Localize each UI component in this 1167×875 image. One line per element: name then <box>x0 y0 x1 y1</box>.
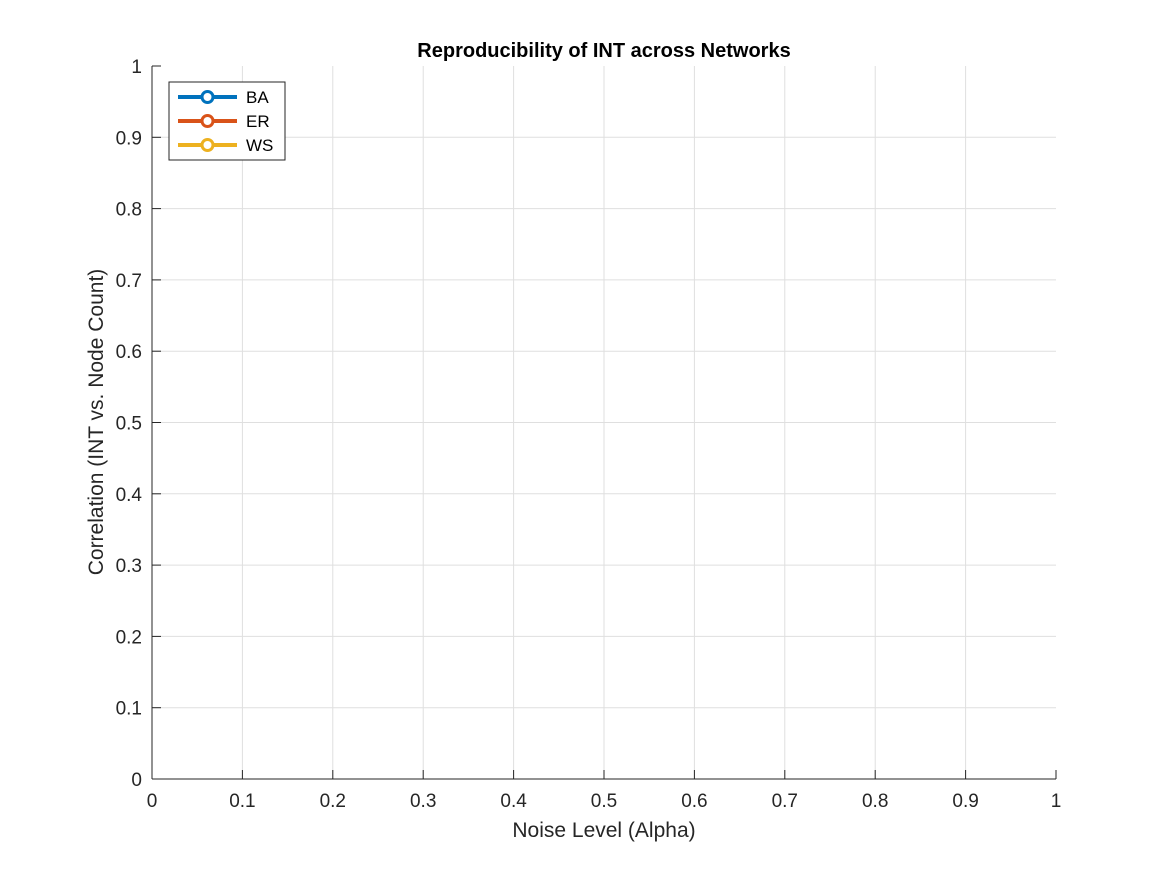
y-tick-label: 0.2 <box>116 627 142 648</box>
x-tick-label: 0.6 <box>681 791 707 812</box>
y-tick-label: 0.6 <box>116 342 142 363</box>
x-tick-label: 0.8 <box>862 791 888 812</box>
x-tick-label: 0.7 <box>772 791 798 812</box>
legend-label-ws: WS <box>246 136 273 155</box>
y-tick-label: 0 <box>131 770 142 791</box>
grid <box>152 66 1056 779</box>
legend-label-ba: BA <box>246 88 269 107</box>
x-tick-label: 0.9 <box>952 791 978 812</box>
chart-title: Reproducibility of INT across Networks <box>417 40 790 62</box>
x-axis-title: Noise Level (Alpha) <box>512 819 695 842</box>
y-tick-label: 0.1 <box>116 699 142 720</box>
x-tick-label: 0.4 <box>500 791 527 812</box>
y-tick-label: 0.8 <box>116 200 142 221</box>
y-axis-title: Correlation (INT vs. Node Count) <box>85 269 108 576</box>
x-tick-label: 1 <box>1051 791 1062 812</box>
y-tick-label: 0.5 <box>116 414 142 435</box>
y-tick-label: 0.7 <box>116 271 142 292</box>
legend-marker-er <box>200 114 215 128</box>
x-tick-label: 0.2 <box>320 791 346 812</box>
x-tick-label: 0 <box>147 791 158 812</box>
y-tick-label: 0.4 <box>116 485 143 506</box>
legend: BA ER WS <box>168 81 286 161</box>
legend-marker-ba <box>200 90 215 104</box>
y-tick-label: 0.3 <box>116 556 142 577</box>
x-tick-label: 0.3 <box>410 791 436 812</box>
legend-marker-ws <box>200 138 215 152</box>
ticks: 0 0.1 0.2 0.3 0.4 0.5 0.6 0.7 0.8 0.9 1 0 0.1 0.2 0.3 0… <box>116 57 1062 812</box>
y-tick-label: 0.9 <box>116 128 142 149</box>
x-tick-label: 0.5 <box>591 791 617 812</box>
legend-label-er: ER <box>246 112 270 131</box>
x-tick-label: 0.1 <box>229 791 255 812</box>
y-tick-label: 1 <box>131 57 142 78</box>
